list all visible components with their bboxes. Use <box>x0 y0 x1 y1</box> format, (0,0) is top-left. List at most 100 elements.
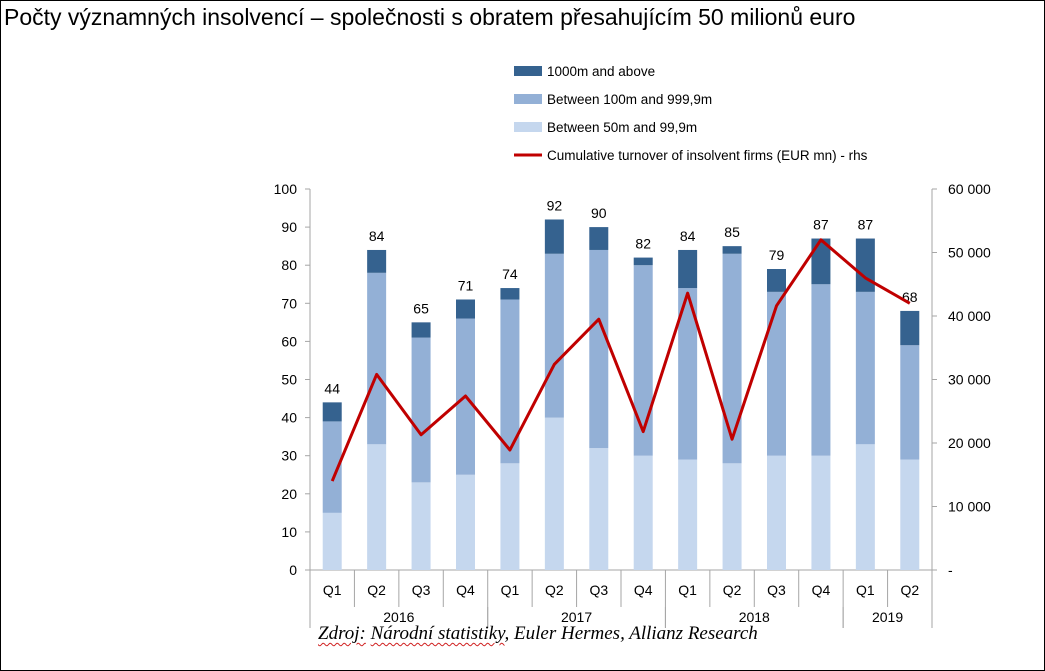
legend-swatch <box>514 94 542 104</box>
source-label: Zdroj: <box>318 623 366 644</box>
bar-100m-999m <box>722 253 742 464</box>
quarter-label: Q2 <box>723 582 742 598</box>
quarter-label: Q1 <box>678 582 697 598</box>
bar-total-label: 84 <box>680 228 696 244</box>
right-tick-label: 20 000 <box>948 435 991 451</box>
bar-50m-99m <box>900 459 920 570</box>
bar-50m-99m <box>633 455 653 570</box>
bar-50m-99m <box>855 444 875 570</box>
bar-total-label: 90 <box>591 205 607 221</box>
bar-1000m-plus <box>500 288 520 300</box>
bar-50m-99m <box>411 482 431 570</box>
source-note: Zdroj: Národní statistiky, Euler Hermes,… <box>318 623 758 645</box>
left-tick-label: 50 <box>281 372 297 388</box>
bar-100m-999m <box>322 421 342 513</box>
left-tick-label: 70 <box>281 295 297 311</box>
left-tick-label: 100 <box>274 181 298 197</box>
source-rest: , Euler Hermes, Allianz Research <box>504 623 758 644</box>
left-tick-label: 30 <box>281 448 297 464</box>
bar-50m-99m <box>767 455 786 570</box>
year-label: 2016 <box>383 609 414 625</box>
right-tick-label: - <box>948 562 953 578</box>
bar-100m-999m <box>855 291 875 445</box>
bar-100m-999m <box>544 253 564 418</box>
bar-100m-999m <box>811 284 831 456</box>
year-label: 2017 <box>561 609 592 625</box>
bar-total-label: 74 <box>502 266 518 282</box>
quarter-label: Q4 <box>634 582 653 598</box>
bar-1000m-plus <box>589 227 609 250</box>
bar-50m-99m <box>544 417 564 570</box>
left-tick-label: 40 <box>281 410 297 426</box>
bar-50m-99m <box>367 444 387 570</box>
bar-total-label: 79 <box>769 247 785 263</box>
quarter-label: Q2 <box>900 582 919 598</box>
legend-label: Cumulative turnover of insolvent firms (… <box>547 148 868 163</box>
quarter-label: Q1 <box>323 582 342 598</box>
bar-100m-999m <box>767 291 786 456</box>
year-label: 2019 <box>872 609 903 625</box>
bar-total-label: 87 <box>813 217 829 233</box>
bar-100m-999m <box>633 265 653 456</box>
bar-total-label: 87 <box>858 217 874 233</box>
right-tick-label: 30 000 <box>948 372 991 388</box>
bar-50m-99m <box>456 474 475 570</box>
bar-50m-99m <box>722 463 742 570</box>
bar-1000m-plus <box>456 299 475 319</box>
quarter-label: Q2 <box>545 582 564 598</box>
bar-1000m-plus <box>900 310 920 346</box>
bar-1000m-plus <box>678 249 698 289</box>
right-tick-label: 60 000 <box>948 181 991 197</box>
quarter-label: Q4 <box>812 582 831 598</box>
quarter-label: Q2 <box>367 582 386 598</box>
right-tick-label: 50 000 <box>948 245 991 261</box>
bar-total-label: 92 <box>547 197 563 213</box>
bar-1000m-plus <box>633 257 653 266</box>
legend-label: Between 50m and 99,9m <box>547 120 697 135</box>
bar-100m-999m <box>900 345 920 460</box>
source-national-statistics: Národní statistiky <box>370 623 505 644</box>
year-label: 2018 <box>739 609 770 625</box>
bar-1000m-plus <box>722 246 742 254</box>
bar-50m-99m <box>589 448 609 570</box>
right-tick-label: 40 000 <box>948 308 991 324</box>
bar-total-label: 84 <box>369 228 385 244</box>
bar-50m-99m <box>678 459 698 570</box>
bar-1000m-plus <box>411 322 431 338</box>
bar-total-label: 65 <box>413 300 429 316</box>
left-tick-label: 10 <box>281 524 297 540</box>
right-tick-label: 10 000 <box>948 499 991 515</box>
bar-1000m-plus <box>855 238 875 292</box>
bar-total-label: 82 <box>635 236 651 252</box>
quarter-label: Q1 <box>856 582 875 598</box>
bar-1000m-plus <box>544 219 564 254</box>
left-tick-label: 20 <box>281 486 297 502</box>
quarter-label: Q3 <box>412 582 431 598</box>
legend-swatch <box>514 122 542 132</box>
bar-100m-999m <box>411 337 431 483</box>
legend-swatch <box>514 66 542 76</box>
bar-50m-99m <box>500 463 520 570</box>
bar-100m-999m <box>589 249 609 449</box>
bar-1000m-plus <box>811 238 831 285</box>
left-tick-label: 90 <box>281 219 297 235</box>
bar-total-label: 44 <box>324 380 340 396</box>
bar-1000m-plus <box>367 249 387 273</box>
quarter-label: Q3 <box>767 582 786 598</box>
left-tick-label: 60 <box>281 333 297 349</box>
quarter-label: Q4 <box>456 582 475 598</box>
quarter-label: Q1 <box>501 582 520 598</box>
legend-label: Between 100m and 999,9m <box>547 92 712 107</box>
left-tick-label: 0 <box>289 562 297 578</box>
quarter-label: Q3 <box>589 582 608 598</box>
bar-100m-999m <box>367 272 387 445</box>
bar-50m-99m <box>811 455 831 570</box>
bar-total-label: 71 <box>458 277 474 293</box>
chart-title: Počty významných insolvencí – společnost… <box>4 4 856 30</box>
bar-total-label: 85 <box>724 224 740 240</box>
bar-1000m-plus <box>322 402 342 422</box>
bar-1000m-plus <box>767 269 786 292</box>
left-tick-label: 80 <box>281 257 297 273</box>
bar-100m-999m <box>678 288 698 460</box>
